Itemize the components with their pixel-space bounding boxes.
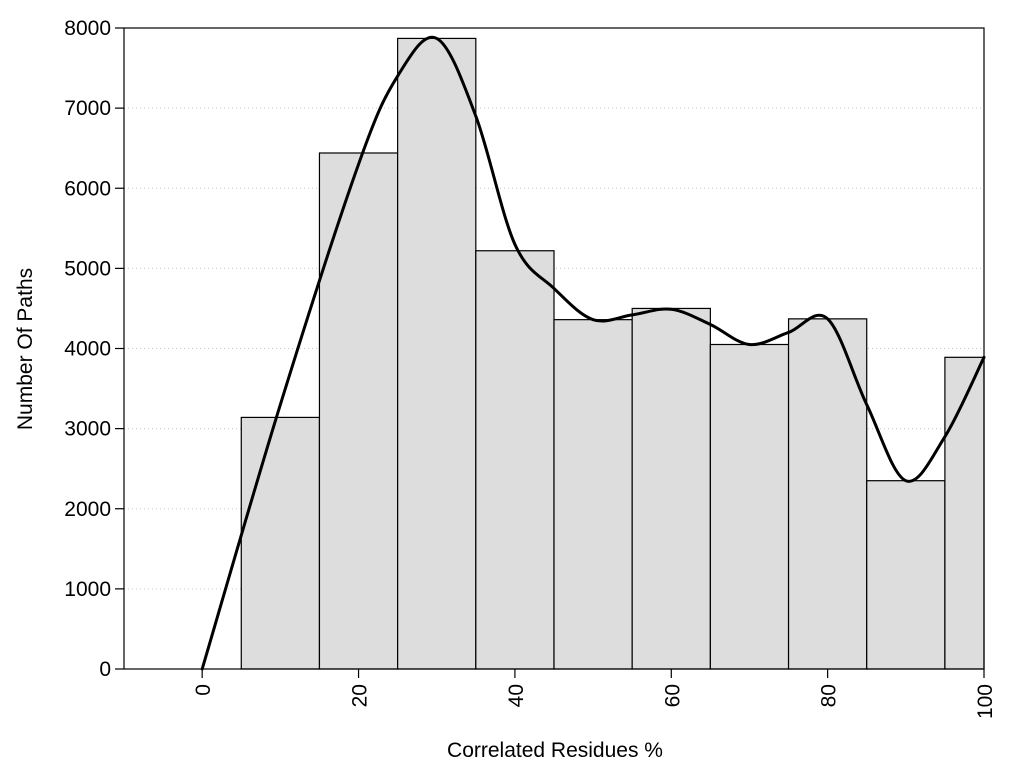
x-tick-label: 80 — [818, 684, 841, 707]
x-tick-label: 60 — [661, 684, 684, 707]
histogram-bar — [709, 343, 790, 670]
y-tick-label: 6000 — [64, 177, 111, 200]
histogram-bar — [866, 480, 946, 670]
density-curve-line — [200, 35, 986, 671]
histogram-bar — [475, 250, 555, 670]
x-axis-title: Correlated Residues % — [447, 739, 663, 762]
y-axis: 0 1000 2000 3000 4000 5000 6000 7000 8000 — [64, 17, 124, 681]
bars — [240, 37, 985, 670]
histogram-bar — [787, 318, 868, 670]
y-tick-label: 2000 — [64, 498, 111, 521]
y-tick-label: 7000 — [64, 97, 111, 120]
density-curve — [200, 35, 986, 671]
x-tick-label: 0 — [192, 684, 215, 696]
x-tick-label: 20 — [349, 684, 372, 707]
y-tick-label: 8000 — [64, 17, 111, 40]
histogram-bar — [240, 416, 321, 670]
histogram-bar — [944, 356, 985, 670]
histogram-bar — [318, 152, 399, 670]
y-axis-title: Number Of Paths — [14, 268, 37, 430]
histogram-bar — [553, 319, 633, 670]
y-tick-label: 3000 — [64, 418, 111, 441]
x-tick-label: 40 — [505, 684, 528, 707]
x-axis: 0 20 40 60 80 100 — [192, 669, 997, 719]
y-tick-label: 5000 — [64, 257, 111, 280]
histogram-bar — [631, 307, 711, 670]
y-tick-label: 0 — [99, 658, 111, 681]
y-tick-label: 1000 — [64, 578, 111, 601]
histogram-bar — [397, 37, 477, 670]
y-tick-label: 4000 — [64, 338, 111, 361]
x-tick-label: 100 — [974, 684, 997, 719]
